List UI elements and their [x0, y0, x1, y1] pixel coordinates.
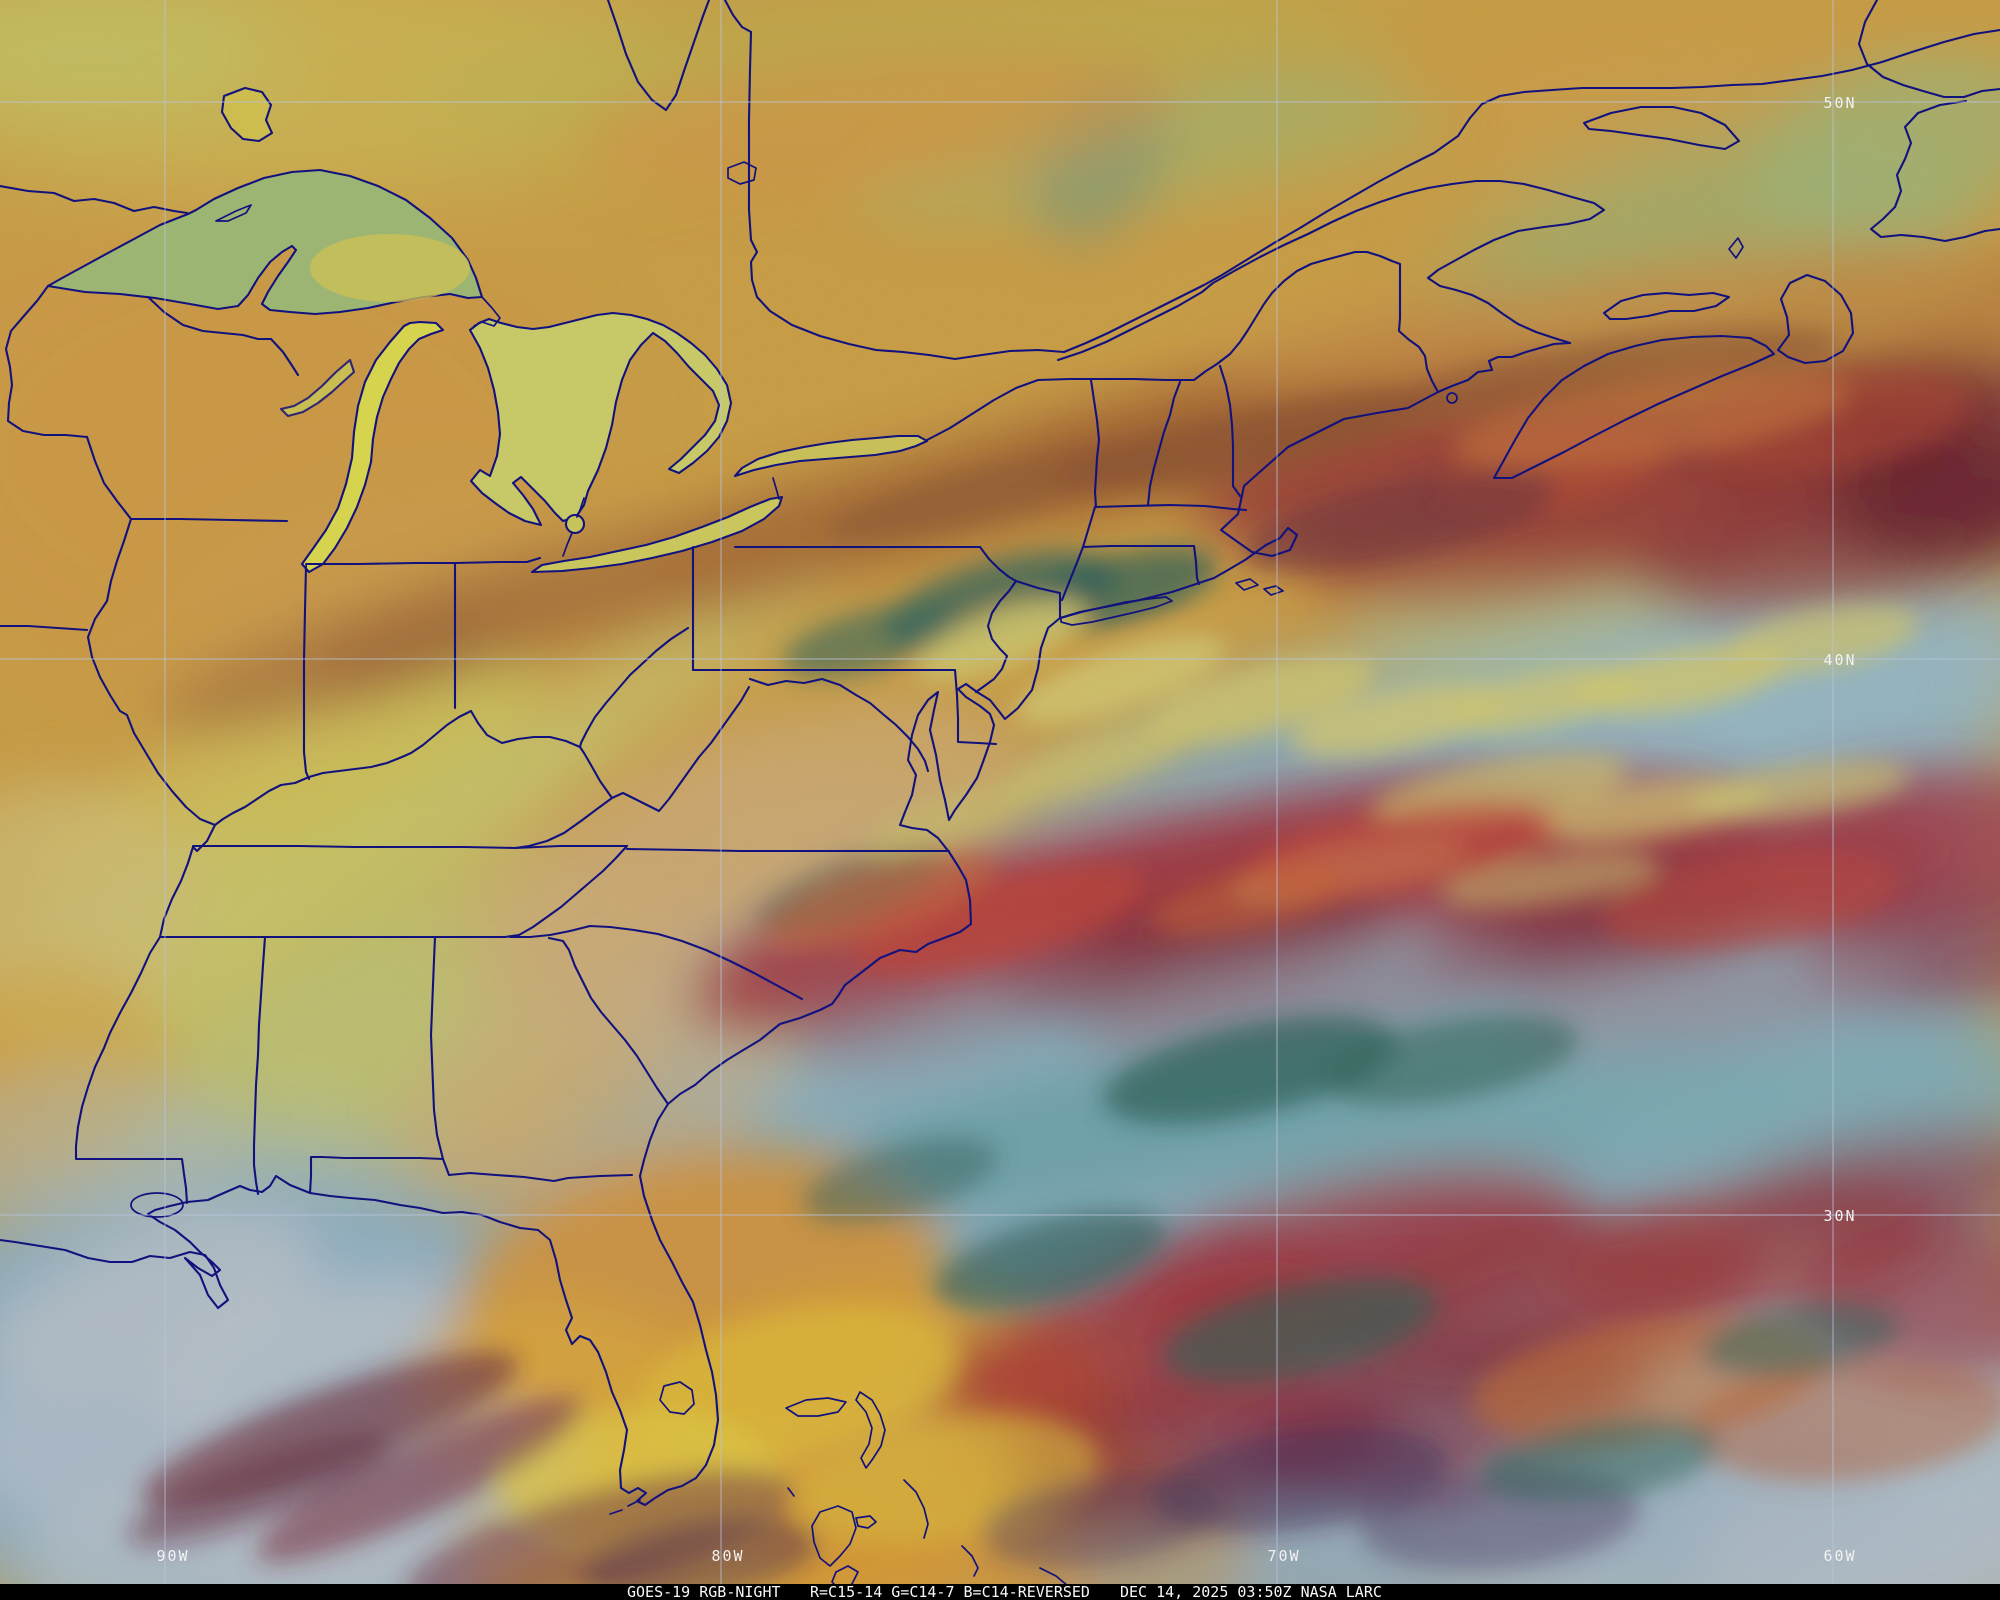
- marthas-vineyard: [1235, 578, 1259, 591]
- ohio-river: [213, 626, 690, 827]
- caption-background: [0, 1584, 2000, 1600]
- iowa-missouri-border: [0, 624, 89, 632]
- great-lakes: [46, 86, 929, 574]
- tennessee-north-carolina-border: [481, 844, 629, 939]
- ottawa-river-on-qc-border: [747, 30, 1066, 361]
- lon-label-80w: 80W: [711, 1547, 744, 1565]
- cat-island: [961, 1545, 979, 1577]
- cape-breton-island: [1776, 273, 1855, 365]
- caption-recipe: R=C15-14 G=C14-7 B=C14-REVERSED: [810, 1583, 1090, 1600]
- caption-timestamp: DEC 14, 2025 03:50Z NASA LARC: [1120, 1583, 1382, 1600]
- nova-scotia: [1492, 334, 1776, 480]
- lat-label-30n: 30N: [1823, 1207, 1856, 1225]
- delaware-maryland-border: [953, 668, 998, 746]
- eleuthera-island: [903, 1479, 929, 1539]
- kentucky-virginia-border: [513, 796, 614, 850]
- virginia-north-carolina-border: [625, 847, 951, 853]
- florida-georgia-alabama-border: [308, 1155, 634, 1195]
- delaware-river-border: [974, 545, 1018, 694]
- okeechobee-lake: [659, 1381, 695, 1415]
- abaco-island: [855, 1391, 886, 1469]
- bimini: [787, 1487, 795, 1497]
- lake-ontario: [733, 434, 929, 478]
- north-carolina-south-carolina-border: [508, 924, 804, 1001]
- lat-label-40n: 40N: [1823, 651, 1856, 669]
- kentucky-tennessee-virginia-border: [191, 844, 629, 850]
- atlantic-gulf-coastline: [0, 390, 1440, 1507]
- lat-label-50n: 50N: [1823, 94, 1856, 112]
- st-clair-detroit-rivers: [562, 497, 585, 557]
- caption-mission: GOES-19 RGB-NIGHT: [627, 1583, 781, 1600]
- st-lawrence-north-bank: [1062, 28, 2000, 354]
- lake-erie: [530, 495, 784, 574]
- massachusetts-connecticut-rhode-island-borders: [1060, 505, 1201, 602]
- nantucket: [1263, 585, 1284, 596]
- massachusetts-north-border: [1093, 503, 1248, 512]
- lake-huron: [468, 311, 733, 527]
- wisconsin-minnesota-border: [4, 284, 89, 439]
- us-canada-border-east: [925, 250, 1440, 442]
- illinois-indiana-border: [302, 564, 311, 781]
- st-lawrence-south-bank-gaspe: [1056, 179, 1606, 362]
- georgia-alabama-border: [429, 935, 445, 1161]
- minnesota-border: [0, 184, 189, 215]
- west-virginia-virginia-border: [578, 685, 751, 813]
- georgia-south-carolina-border: [547, 936, 670, 1106]
- niagara-river: [772, 477, 780, 500]
- vermont-new-hampshire-border: [1146, 380, 1182, 507]
- new-hampshire-maine-border: [1218, 364, 1242, 498]
- prince-edward-island: [1602, 291, 1731, 321]
- lake-abitibi: [727, 161, 757, 185]
- caption-bar: GOES-19 RGB-NIGHT R=C15-14 G=C14-7 B=C14…: [0, 1583, 2000, 1600]
- green-bay: [279, 358, 356, 418]
- wisconsin-illinois-border: [129, 517, 289, 523]
- alabama-mississippi-border: [252, 935, 267, 1196]
- upper-peninsula-border: [146, 295, 300, 377]
- lon-label-60w: 60W: [1823, 1547, 1856, 1565]
- st-marys-river: [473, 296, 501, 327]
- lon-label-70w: 70W: [1267, 1547, 1300, 1565]
- new-york-new-jersey-border: [1014, 579, 1062, 620]
- lake-pontchartrain: [130, 1192, 184, 1218]
- lake-champlain-ny-vt-border: [1089, 378, 1101, 509]
- anticosti-island: [1582, 105, 1741, 151]
- lon-label-90w: 90W: [156, 1547, 189, 1565]
- grand-bahama-island: [785, 1397, 847, 1417]
- lake-michigan: [300, 320, 445, 574]
- new-brunswick-coast: [1436, 341, 1572, 394]
- long-island: [1060, 596, 1173, 626]
- grand-manan-island: [1446, 392, 1458, 404]
- new-providence-island: [855, 1515, 877, 1529]
- james-bay: [606, 0, 753, 112]
- newfoundland-coast: [1857, 0, 2000, 243]
- isle-royale: [215, 204, 252, 222]
- lake-st-clair: [564, 513, 586, 535]
- potomac-river-border: [748, 677, 930, 773]
- florida-keys: [609, 1499, 641, 1515]
- lake-superior-warm-tint: [310, 234, 470, 302]
- iles-de-la-madeleine: [1728, 237, 1744, 259]
- lake-nipigon: [220, 86, 274, 143]
